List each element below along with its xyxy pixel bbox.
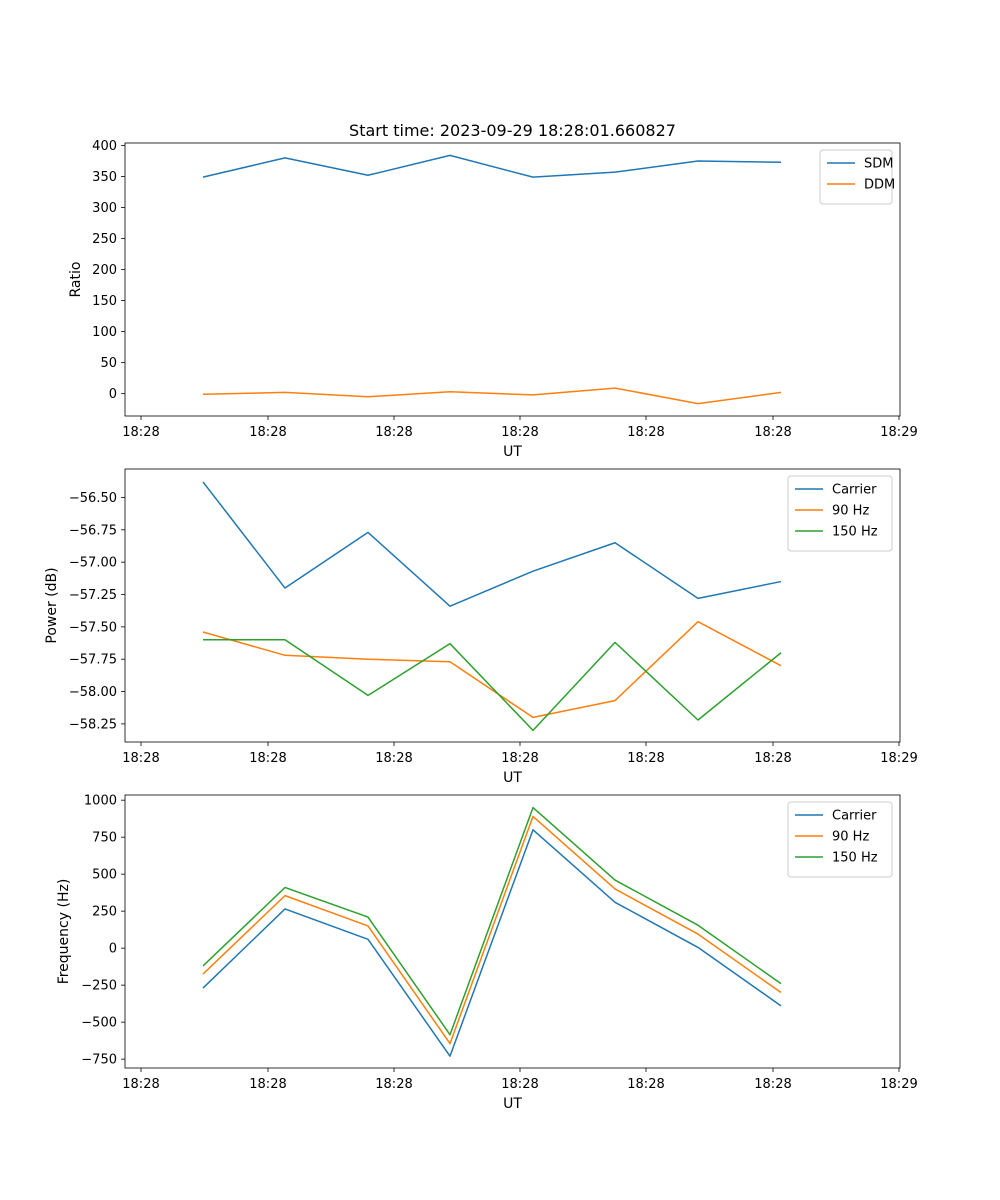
legend-label: Carrier [832, 809, 877, 824]
y-tick-label: −57.75 [69, 653, 117, 668]
x-tick-label: 18:28 [375, 1077, 412, 1092]
x-tick-label: 18:28 [754, 751, 791, 766]
y-tick-label: 1000 [84, 794, 117, 809]
y-tick-label: 400 [92, 139, 117, 154]
y-tick-label: 350 [92, 170, 117, 185]
series-line-carrier [202, 481, 782, 607]
legend-label: 90 Hz [832, 504, 869, 519]
x-tick-label: 18:28 [501, 751, 538, 766]
chart-panel-3: 18:28 18:28 18:28 18:28 18:28 18:28 18:29 −750 −… [56, 794, 918, 1112]
y-axis-label: Ratio [68, 262, 84, 298]
y-tick-label: −56.50 [69, 491, 117, 506]
legend-label: 150 Hz [832, 851, 878, 866]
y-axis-label: Frequency (Hz) [56, 879, 72, 985]
x-axis-label: UT [503, 444, 522, 460]
y-tick-label: −57.00 [69, 556, 117, 571]
x-tick-label: 18:28 [122, 751, 159, 766]
x-tick-label: 18:28 [122, 425, 159, 440]
x-tick-label: 18:28 [122, 1077, 159, 1092]
series-line-carrier [202, 829, 782, 1057]
legend-label: SDM [864, 157, 893, 172]
series-line-150-hz [202, 806, 782, 1036]
x-tick-label: 18:28 [375, 425, 412, 440]
x-tick-label: 18:28 [754, 1077, 791, 1092]
y-tick-label: 0 [109, 942, 117, 957]
y-tick-label: 150 [92, 294, 117, 309]
series-line-sdm [202, 154, 782, 178]
series-line-90-hz [202, 620, 782, 719]
x-tick-label: 18:28 [627, 1077, 664, 1092]
x-tick-label: 18:28 [249, 1077, 286, 1092]
y-tick-label: 750 [92, 831, 117, 846]
series-line-ddm [202, 387, 782, 405]
y-tick-label: 250 [92, 232, 117, 247]
y-tick-label: 250 [92, 905, 117, 920]
y-tick-label: 300 [92, 201, 117, 216]
y-tick-label: −500 [81, 1016, 117, 1031]
legend-box [787, 801, 893, 878]
y-tick-label: −250 [81, 979, 117, 994]
y-tick-label: 0 [109, 387, 117, 402]
legend-label: 150 Hz [832, 525, 878, 540]
x-tick-label: 18:28 [627, 425, 664, 440]
y-tick-label: −58.25 [69, 717, 117, 732]
x-tick-label: 18:28 [501, 425, 538, 440]
y-tick-label: −58.00 [69, 685, 117, 700]
x-tick-label: 18:28 [627, 751, 664, 766]
chart-panel-1: 18:28 18:28 18:28 18:28 18:28 18:28 18:29 0 50 10… [68, 139, 918, 460]
series-line-150-hz [203, 639, 782, 732]
x-tick-label: 18:29 [880, 751, 917, 766]
legend-label: Carrier [832, 483, 877, 498]
y-tick-label: 100 [92, 325, 117, 340]
x-tick-label: 18:28 [754, 425, 791, 440]
axes-frame [124, 468, 901, 743]
x-tick-label: 18:28 [249, 751, 286, 766]
y-axis-label: Power (dB) [44, 567, 60, 643]
legend-label: 90 Hz [832, 830, 869, 845]
y-tick-label: 500 [92, 868, 117, 883]
y-tick-label: −750 [81, 1053, 117, 1068]
legend-box [787, 475, 893, 552]
x-tick-label: 18:29 [880, 425, 917, 440]
legend-label: DDM [864, 178, 895, 193]
x-axis-label: UT [503, 770, 522, 786]
y-tick-label: −57.25 [69, 588, 117, 603]
x-tick-label: 18:29 [880, 1077, 917, 1092]
legend: Carrier 90 Hz 150 Hz [787, 475, 893, 552]
legend: SDM DDM [819, 149, 895, 205]
y-tick-label: 50 [100, 356, 117, 371]
legend: Carrier 90 Hz 150 Hz [787, 801, 893, 878]
y-tick-label: −56.75 [69, 523, 117, 538]
axes-frame [124, 142, 901, 417]
x-axis-label: UT [503, 1096, 522, 1112]
y-tick-label: −57.50 [69, 620, 117, 635]
series-line-90-hz [202, 815, 782, 1045]
x-tick-label: 18:28 [249, 425, 286, 440]
axes-frame [124, 794, 901, 1069]
chart-title: Start time: 2023-09-29 18:28:01.660827 [349, 121, 676, 140]
chart-panel-2: 18:28 18:28 18:28 18:28 18:28 18:28 18:29 −58.2… [44, 468, 918, 786]
x-tick-label: 18:28 [501, 1077, 538, 1092]
y-tick-label: 200 [92, 263, 117, 278]
x-tick-label: 18:28 [375, 751, 412, 766]
